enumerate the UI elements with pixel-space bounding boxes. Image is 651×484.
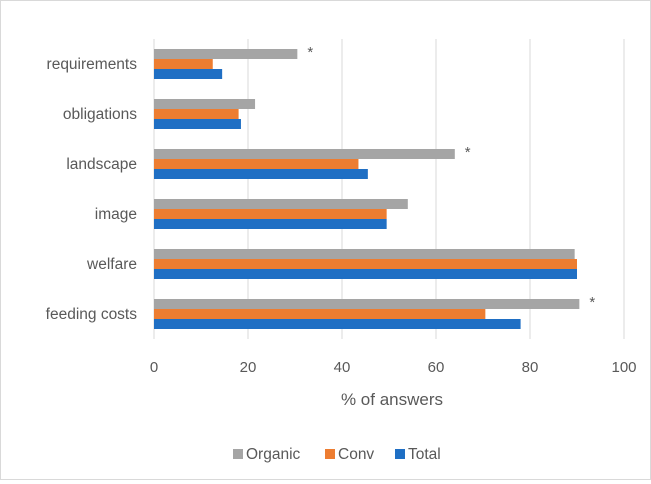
category-label-feeding-costs: feeding costs <box>46 306 138 323</box>
bar-conv-image <box>154 209 387 219</box>
x-tick-label-80: 80 <box>522 359 539 376</box>
x-tick-label-100: 100 <box>611 359 636 376</box>
significance-marker-landscape: * <box>465 144 471 161</box>
bar-conv-requirements <box>154 59 213 69</box>
bar-conv-obligations <box>154 109 239 119</box>
x-tick-label-0: 0 <box>150 359 158 376</box>
bar-organic-feeding-costs <box>154 299 580 309</box>
bar-total-requirements <box>154 69 223 79</box>
category-label-landscape: landscape <box>66 156 137 173</box>
bar-total-feeding-costs <box>154 319 521 329</box>
bar-total-image <box>154 219 387 229</box>
x-tick-label-60: 60 <box>428 359 445 376</box>
significance-marker-feeding-costs: * <box>589 294 595 311</box>
legend-swatch-conv <box>325 449 335 459</box>
legend-swatch-total <box>395 449 405 459</box>
x-tick-label-40: 40 <box>334 359 351 376</box>
x-tick-label-20: 20 <box>240 359 257 376</box>
bar-total-welfare <box>154 269 577 279</box>
bar-total-landscape <box>154 169 368 179</box>
bars <box>154 49 580 329</box>
bar-organic-obligations <box>154 99 256 109</box>
x-axis-label: % of answers <box>341 390 443 409</box>
legend-label-organic: Organic <box>246 446 301 463</box>
bar-organic-requirements <box>154 49 298 59</box>
bar-organic-image <box>154 199 408 209</box>
bar-organic-welfare <box>154 249 575 259</box>
legend: Organic Conv Total <box>233 446 441 463</box>
bar-conv-landscape <box>154 159 359 169</box>
significance-marker-requirements: * <box>307 44 313 61</box>
category-label-obligations: obligations <box>63 106 137 123</box>
legend-label-conv: Conv <box>338 446 374 463</box>
bar-total-obligations <box>154 119 241 129</box>
bar-organic-landscape <box>154 149 455 159</box>
category-label-requirements: requirements <box>47 56 138 73</box>
bar-conv-feeding-costs <box>154 309 486 319</box>
category-label-welfare: welfare <box>86 256 137 273</box>
significance-markers: * * * <box>307 44 595 311</box>
legend-swatch-organic <box>233 449 243 459</box>
bar-conv-welfare <box>154 259 577 269</box>
category-labels: requirements obligations landscape image wel… <box>46 56 138 323</box>
x-tick-labels: 0 20 40 60 80 100 <box>150 359 637 376</box>
grid-lines <box>153 39 625 339</box>
category-label-image: image <box>95 206 137 223</box>
legend-label-total: Total <box>408 446 441 463</box>
